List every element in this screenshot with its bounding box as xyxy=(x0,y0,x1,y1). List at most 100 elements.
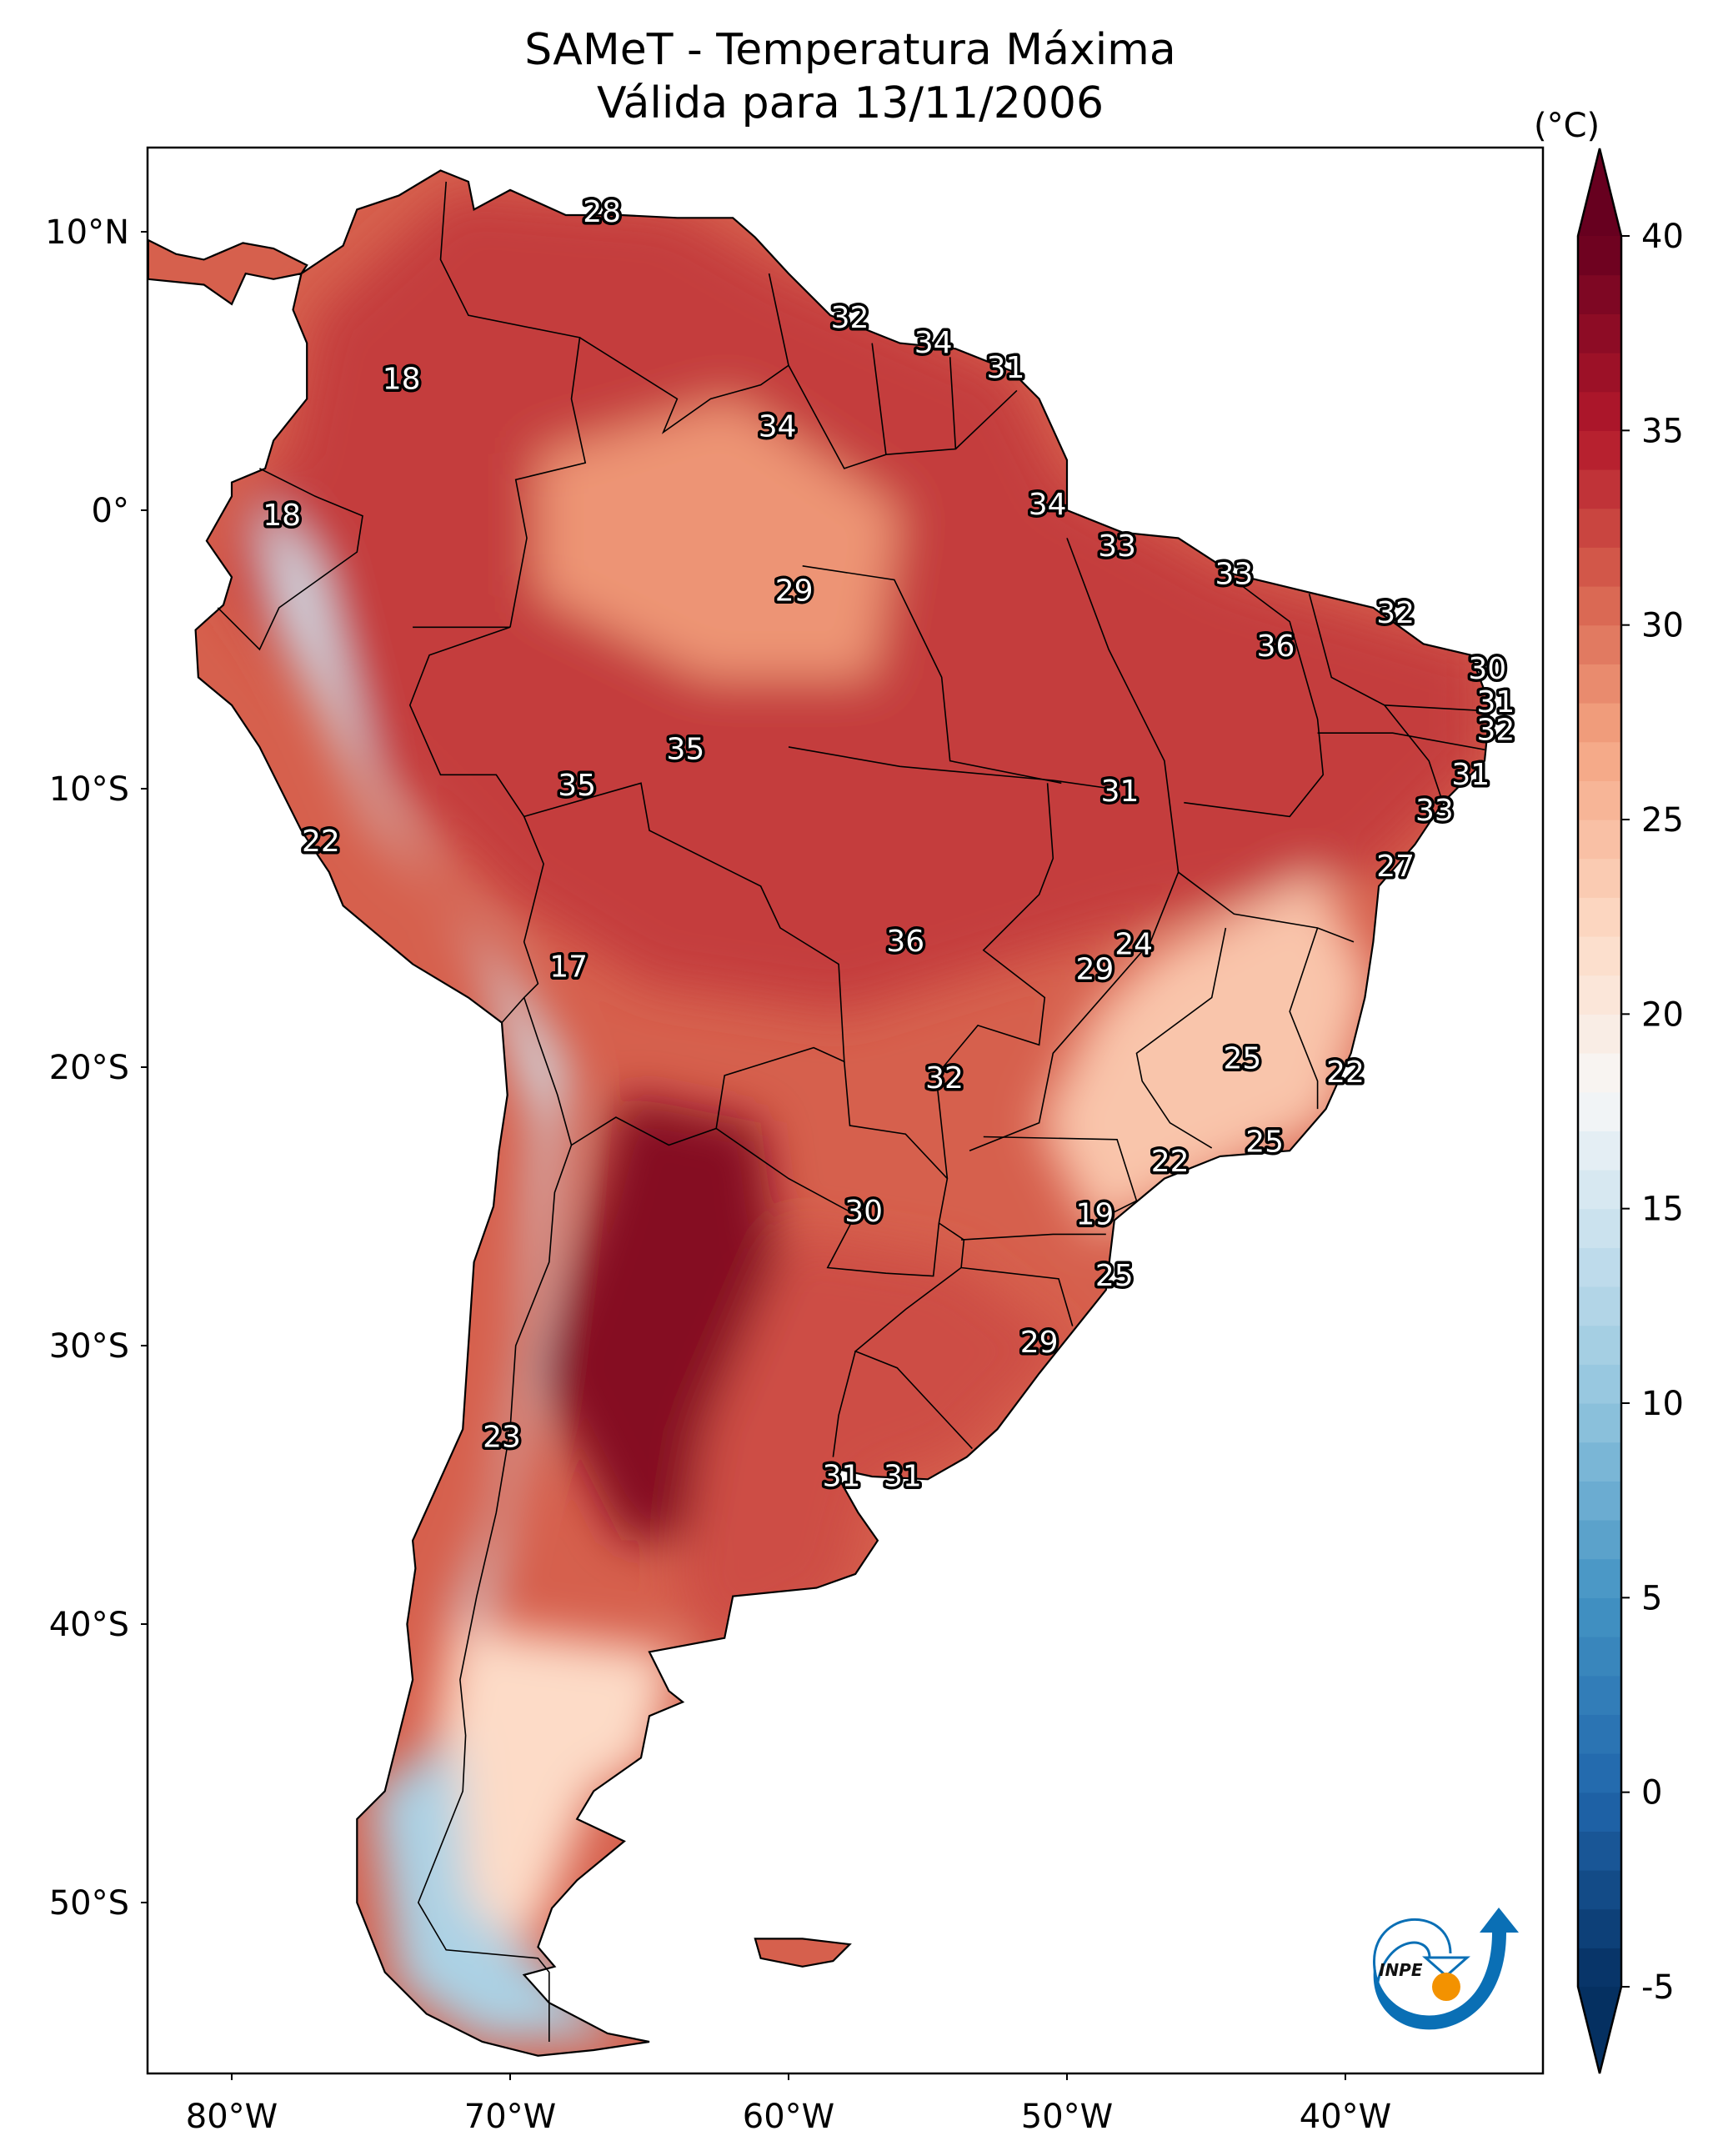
colorbar-tick-label: 35 xyxy=(1641,412,1684,450)
border-line xyxy=(832,1351,856,1457)
logo-swoosh xyxy=(1373,1908,1519,2030)
x-tick-label: 60°W xyxy=(743,2098,834,2136)
border-line xyxy=(954,389,1018,450)
colorbar-segment xyxy=(1578,1481,1621,1521)
colorbar-tick-label: 10 xyxy=(1641,1385,1684,1423)
border-line xyxy=(788,746,1112,790)
temperature-label: 29 xyxy=(1075,953,1114,987)
temperature-label: 23 xyxy=(483,1421,521,1455)
temperature-label: 31 xyxy=(1476,685,1515,720)
y-tick-label: 10°S xyxy=(49,770,129,809)
temperature-label: 31 xyxy=(987,351,1025,385)
border-line xyxy=(1384,704,1485,712)
colorbar-tick-label: 0 xyxy=(1641,1774,1662,1813)
temperature-label: 25 xyxy=(1223,1042,1261,1076)
y-axis-ticks: 10°N 0° 10°S 20°S 30°S 40°S 50°S xyxy=(45,213,148,1923)
colorbar-segment xyxy=(1578,313,1621,353)
logo-arc-outer xyxy=(1373,1918,1452,1975)
x-tick-label: 50°W xyxy=(1021,2098,1113,2136)
colorbar-extend-max xyxy=(1578,148,1621,236)
x-tick-label: 80°W xyxy=(186,2098,278,2136)
temperature-label: 25 xyxy=(1095,1259,1134,1293)
logo-sun xyxy=(1432,1973,1460,2001)
border-line xyxy=(802,565,1062,785)
colorbar-segment xyxy=(1578,1131,1621,1171)
colorbar-segment xyxy=(1578,975,1621,1015)
colorbar-segment xyxy=(1578,391,1621,431)
temperature-label: 30 xyxy=(844,1195,883,1229)
colorbar-unit-label: (°C) xyxy=(1534,107,1600,145)
temperature-label: 18 xyxy=(263,499,301,533)
temperature-label: 31 xyxy=(1451,758,1490,792)
colorbar-tick-label: 20 xyxy=(1641,995,1684,1034)
colorbar-segment xyxy=(1578,664,1621,704)
border-line xyxy=(1289,927,1319,1110)
colorbar-extend-min xyxy=(1578,1987,1621,2073)
chart-title: SAMeT - Temperatura Máxima xyxy=(524,25,1176,75)
border-line xyxy=(715,1061,949,1277)
temperature-label: 35 xyxy=(666,733,704,767)
colorbar-segment xyxy=(1578,1170,1621,1210)
colorbar-segment xyxy=(1578,586,1621,626)
colorbar-segment xyxy=(1578,1014,1621,1054)
temperature-label: 22 xyxy=(1326,1055,1365,1090)
temperature-label: 18 xyxy=(383,363,421,397)
colorbar-segment xyxy=(1578,1831,1621,1871)
temperature-label: 33 xyxy=(1098,529,1136,564)
field-region-patagonia-mild xyxy=(426,1624,678,1958)
temperature-label: 31 xyxy=(1101,775,1139,809)
colorbar-segment xyxy=(1578,1325,1621,1365)
map-frame xyxy=(146,146,1545,2075)
colorbar-segment xyxy=(1578,1403,1621,1443)
temperature-label: 29 xyxy=(1020,1326,1059,1360)
temperature-label: 17 xyxy=(549,950,588,984)
colorbar-segment xyxy=(1578,858,1621,898)
border-line xyxy=(417,1145,573,2042)
field-region-amazon-central-light xyxy=(538,399,900,678)
field-region-andes-cold xyxy=(259,510,566,1624)
colorbar-segment xyxy=(1578,1792,1621,1832)
border-line xyxy=(408,626,544,1024)
temperature-label: 33 xyxy=(1215,557,1253,591)
colorbar-segment xyxy=(1578,1714,1621,1754)
colorbar-segment xyxy=(1578,353,1621,393)
country-borders xyxy=(217,181,1485,2042)
temperature-label: 32 xyxy=(831,301,869,335)
inpe-logo: INPE xyxy=(1373,1908,1519,2030)
y-tick-label: 0° xyxy=(92,492,129,530)
y-tick-label: 50°S xyxy=(49,1884,129,1923)
border-line xyxy=(1178,871,1355,943)
border-line xyxy=(1135,927,1227,1149)
temperature-label: 34 xyxy=(1029,488,1067,522)
border-line xyxy=(871,343,887,455)
field-region-east-brazil-cool xyxy=(1039,872,1374,1235)
colorbar-segment xyxy=(1578,741,1621,781)
colorbar-segment xyxy=(1578,1091,1621,1131)
colorbar-segment xyxy=(1578,1442,1621,1482)
colorbar-segment xyxy=(1578,274,1621,314)
colorbar-segment xyxy=(1578,547,1621,587)
colorbar: 40 35 30 25 20 15 10 5 0 -5 xyxy=(1576,148,1684,2074)
colorbar-segment xyxy=(1578,1753,1621,1793)
temperature-label: 22 xyxy=(302,825,340,859)
logo-arrow-down xyxy=(1422,1956,1470,1978)
x-axis-ticks: 80°W 70°W 60°W 50°W 40°W xyxy=(186,2073,1391,2136)
colorbar-segment xyxy=(1578,936,1621,976)
temperature-label: 27 xyxy=(1376,850,1415,884)
y-tick-label: 10°N xyxy=(45,213,129,252)
temperature-field xyxy=(148,170,1490,2056)
colorbar-tick-label: -5 xyxy=(1641,1968,1675,2007)
temperature-label: 30 xyxy=(1468,652,1506,686)
temperature-label: 36 xyxy=(1257,629,1295,664)
colorbar-segment xyxy=(1578,1364,1621,1404)
colorbar-segment xyxy=(1578,1053,1621,1093)
temperature-label: 32 xyxy=(925,1061,964,1096)
border-line xyxy=(1184,579,1325,818)
colorbar-segment xyxy=(1578,1637,1621,1677)
temperature-label: 29 xyxy=(775,574,814,608)
colorbar-segment xyxy=(1578,820,1621,860)
border-line xyxy=(983,1136,1138,1216)
